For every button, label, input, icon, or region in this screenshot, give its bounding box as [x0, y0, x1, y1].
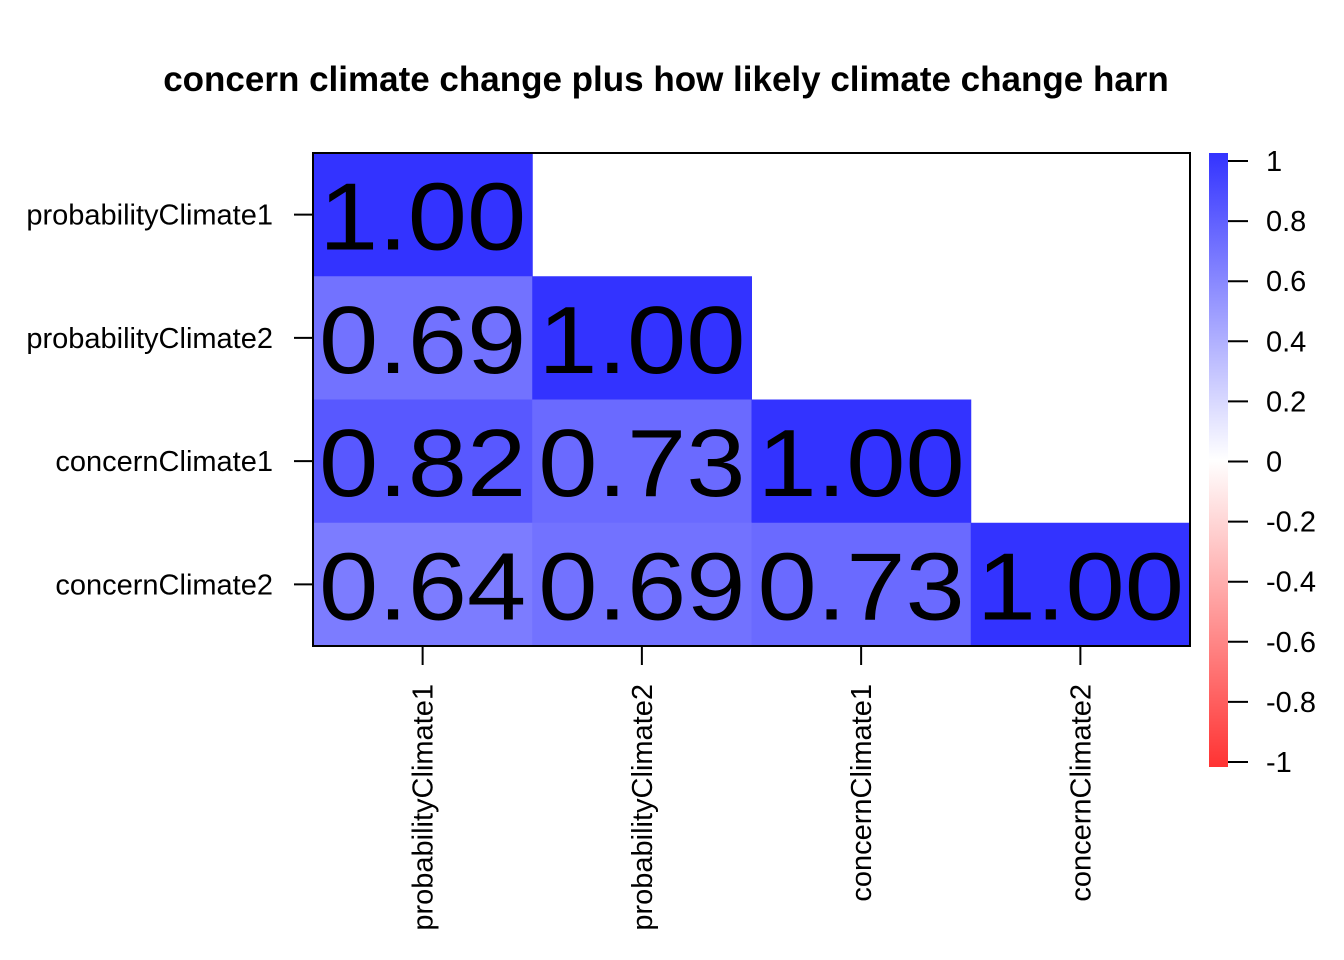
x-tick-label: concernClimate1: [846, 684, 878, 902]
plot-frame: [312, 152, 1191, 647]
cell-value-label: 1.00: [538, 287, 745, 394]
x-axis: probabilityClimate1 probabilityClimate2 co…: [408, 646, 1097, 931]
y-axis: probabilityClimate1 probabilityClimate2 co…: [26, 200, 313, 601]
cell-value-label: 1.00: [977, 533, 1184, 640]
y-tick-label: probabilityClimate1: [26, 200, 273, 232]
x-tick-label: probabilityClimate2: [627, 684, 659, 931]
cell-value-label: 0.82: [319, 410, 526, 517]
legend-tick-label: 0.2: [1266, 386, 1306, 418]
heatmap-cell: [313, 276, 533, 400]
y-tick-label: concernClimate2: [55, 569, 273, 601]
legend-tick-label: 0.8: [1266, 206, 1306, 238]
x-tick-label: concernClimate2: [1065, 684, 1097, 902]
heatmap-cell: [313, 399, 533, 524]
legend-tick-label: 1: [1266, 146, 1282, 178]
y-tick-label: concernClimate1: [55, 446, 273, 478]
x-tick-label: probabilityClimate1: [408, 684, 440, 931]
cell-value-label: 0.73: [758, 533, 965, 640]
heatmap-cell: [970, 522, 1191, 647]
legend-tick-label: -0.4: [1266, 567, 1316, 599]
legend-tick-label: -1: [1266, 747, 1292, 779]
heatmap-cell: [532, 399, 752, 524]
heatmap-cell: [532, 522, 752, 647]
heatmap-cell: [532, 276, 752, 400]
cell-value-label: 1.00: [758, 410, 965, 517]
y-tick-label: probabilityClimate2: [26, 323, 273, 355]
legend-tick-label: -0.8: [1266, 687, 1316, 719]
cell-value-label: 0.64: [319, 533, 526, 640]
legend-tick-label: 0: [1266, 447, 1282, 479]
legend-tick-label: 0.4: [1266, 326, 1306, 358]
heatmap-cell: [313, 522, 533, 647]
heatmap-cell: [751, 399, 972, 524]
legend-tick-label: 0.6: [1266, 266, 1306, 298]
legend-tick-label: -0.2: [1266, 507, 1316, 539]
color-legend-bar: [1209, 153, 1228, 767]
color-legend: 1 0.8 0.6 0.4 0.2 0 -0.2 -0.4 -0.6 -0.8 -1: [1209, 146, 1316, 779]
cell-value-label: 0.69: [538, 533, 745, 640]
chart-title: concern climate change plus how likely c…: [163, 60, 1169, 99]
legend-tick-label: -0.6: [1266, 627, 1316, 659]
cell-value-label: 0.69: [319, 287, 526, 394]
heatmap-cell: [313, 153, 533, 277]
cell-value-label: 0.73: [538, 410, 745, 517]
heatmap-cell: [751, 522, 972, 647]
cell-value-label: 1.00: [319, 164, 526, 271]
heatmap-cells: 1.000.69 1.000.82 0.73 1.000.64 0.69 0.73 1.00: [313, 153, 1191, 647]
